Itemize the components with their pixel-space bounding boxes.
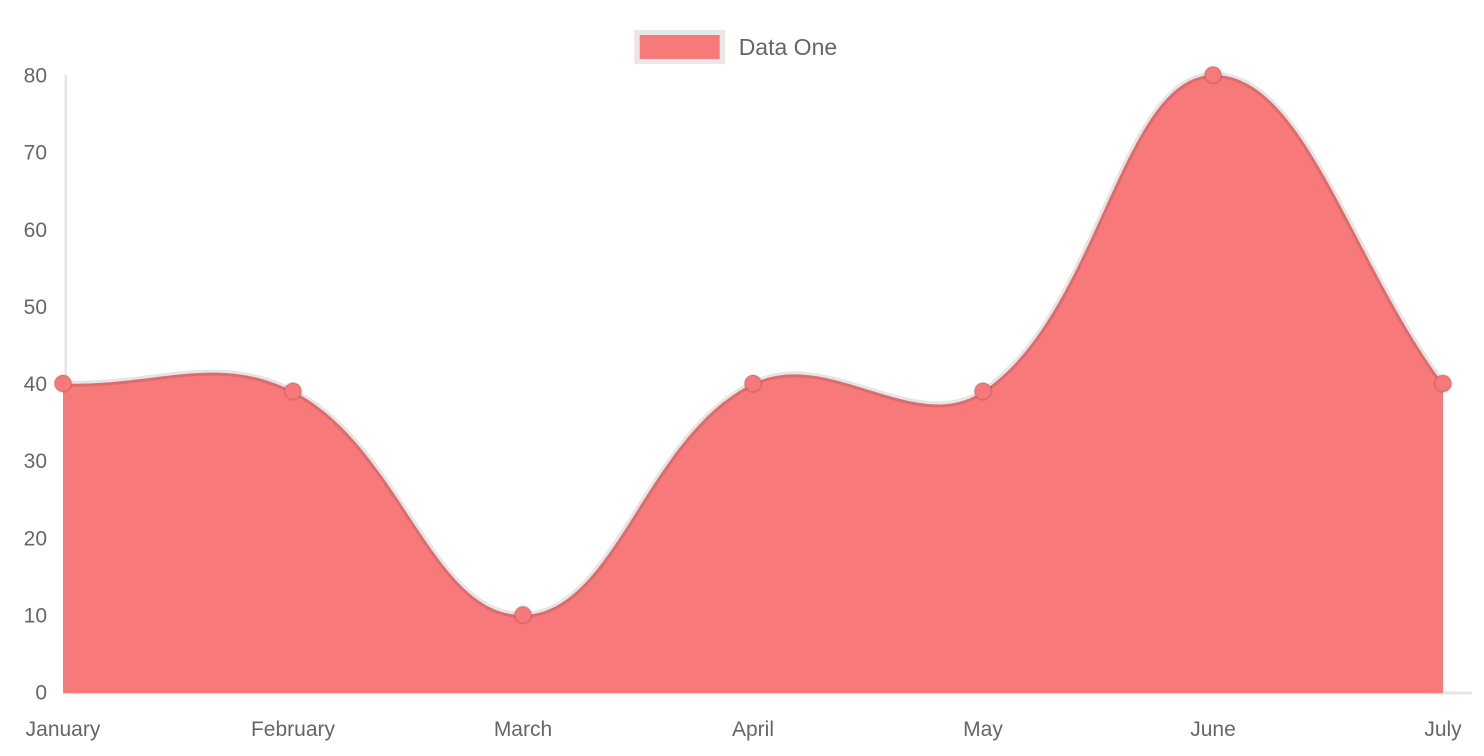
legend-label: Data One xyxy=(738,34,838,60)
data-point-april[interactable] xyxy=(743,374,763,393)
y-tick-label: 80 xyxy=(24,65,47,88)
x-tick-label: March xyxy=(494,718,552,741)
y-tick-label: 60 xyxy=(24,219,47,242)
data-point-june[interactable] xyxy=(1203,65,1223,85)
data-point-may[interactable] xyxy=(973,381,993,401)
x-tick-label: June xyxy=(1190,718,1236,741)
y-tick-label: 0 xyxy=(35,682,47,705)
x-tick-label: May xyxy=(963,718,1003,741)
legend-item-data-one[interactable]: Data One xyxy=(634,30,838,64)
data-point-july[interactable] xyxy=(1433,374,1453,393)
y-tick-label: 70 xyxy=(24,142,47,165)
legend-swatch xyxy=(634,30,725,64)
data-point-march[interactable] xyxy=(513,605,533,625)
y-tick-label: 20 xyxy=(24,527,47,550)
data-point-january[interactable] xyxy=(53,374,73,393)
y-tick-label: 40 xyxy=(24,373,47,396)
y-tick-label: 50 xyxy=(24,296,47,319)
x-tick-label: January xyxy=(26,718,101,741)
data-point-february[interactable] xyxy=(283,381,303,401)
y-tick-label: 10 xyxy=(24,604,47,627)
x-tick-label: April xyxy=(732,718,774,741)
y-tick-label: 30 xyxy=(24,450,47,473)
x-tick-label: July xyxy=(1424,718,1462,741)
x-tick-label: February xyxy=(251,718,336,741)
